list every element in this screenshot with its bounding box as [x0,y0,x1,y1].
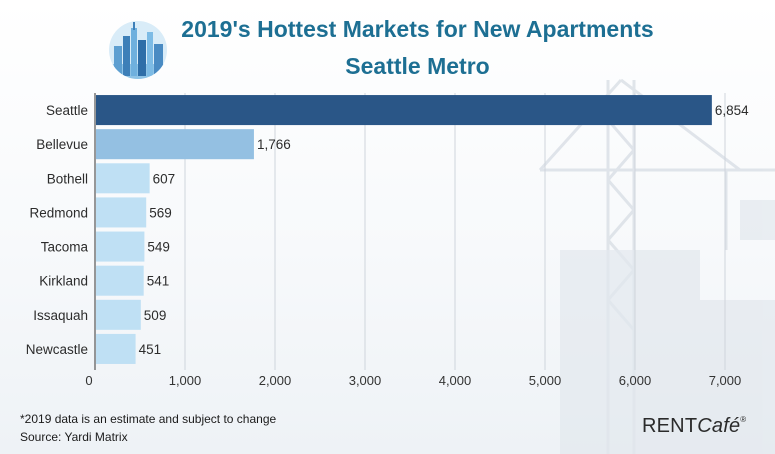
value-label: 6,854 [715,103,749,118]
category-label: Seattle [46,103,88,118]
x-tick-label: 5,000 [529,373,562,388]
category-label: Tacoma [41,240,89,255]
x-tick-label: 1,000 [169,373,202,388]
x-tick-label: 6,000 [619,373,652,388]
chart-subtitle: Seattle Metro [345,53,490,79]
bar-redmond [96,197,147,228]
bar-kirkland [96,265,144,296]
x-tick-label: 2,000 [259,373,292,388]
city-skyline-icon [109,21,167,79]
category-label: Redmond [29,205,88,220]
footnote: *2019 data is an estimate and subject to… [20,412,277,426]
brand-cafe: Café [697,415,741,437]
value-label: 607 [153,171,176,186]
bar-tacoma [96,231,145,262]
bars [96,95,712,364]
rentcafe-logo: RENTCafé® [642,415,746,438]
category-label: Bothell [47,171,88,186]
category-label: Newcastle [26,342,88,357]
value-label: 1,766 [257,137,291,152]
x-tick-label: 7,000 [709,373,742,388]
brand-rent: RENT [642,415,698,437]
value-label: 569 [149,205,172,220]
value-label: 549 [147,240,170,255]
category-label: Kirkland [39,274,88,289]
bar-newcastle [96,333,136,364]
value-label: 541 [147,274,170,289]
source-note: Source: Yardi Matrix [20,430,128,444]
brand-registered-mark: ® [740,415,747,424]
x-tick-label: 3,000 [349,373,382,388]
x-tick-label: 4,000 [439,373,472,388]
value-label: 509 [144,308,167,323]
value-label: 451 [139,342,162,357]
category-label: Bellevue [36,137,88,152]
category-labels: Seattle Bellevue Bothell Redmond Tacoma Kirkl… [26,103,89,357]
bar-seattle [96,95,712,126]
x-axis-ticks: 0 1,000 2,000 3,000 4,000 5,000 6,000 7,000 [85,373,741,388]
value-labels: 6,854 1,766 607 569 549 541 509 451 [139,103,750,357]
bar-bellevue [96,129,254,160]
category-label: Issaquah [33,308,88,323]
bar-bothell [96,163,150,194]
x-tick-label: 0 [85,373,92,388]
chart-title: 2019's Hottest Markets for New Apartment… [181,16,654,42]
bar-issaquah [96,299,141,330]
